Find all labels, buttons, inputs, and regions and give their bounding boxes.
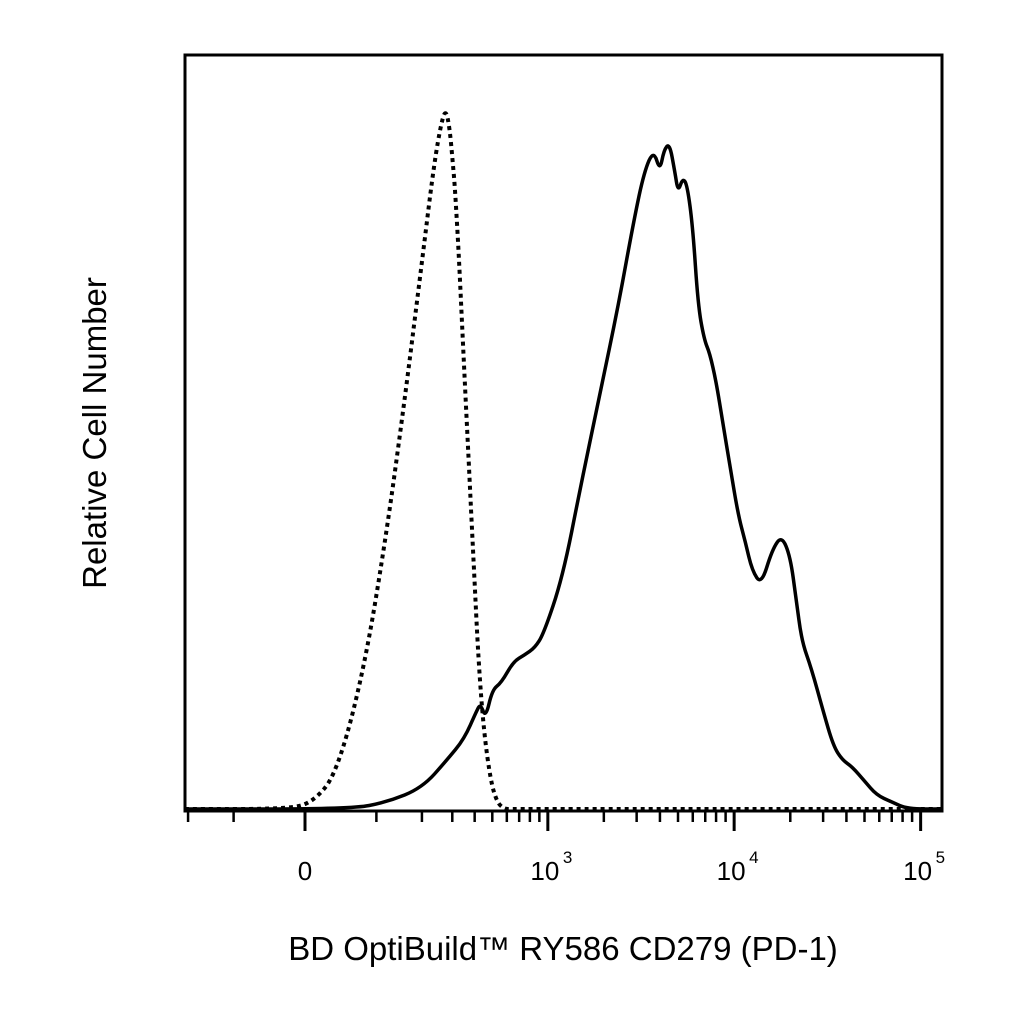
x-tick-exponent: 5 <box>936 848 945 867</box>
x-major-ticks <box>303 811 923 831</box>
x-tick-label: 0 <box>298 856 312 886</box>
x-axis-title: BD OptiBuild™ RY586 CD279 (PD-1) <box>288 930 838 967</box>
x-tick-label: 10 <box>903 856 932 886</box>
series-layer <box>185 111 942 812</box>
y-axis-title: Relative Cell Number <box>76 277 113 589</box>
x-tick-labels: 0 10 3 10 4 10 5 <box>298 848 945 886</box>
x-tick-exponent: 3 <box>563 848 572 867</box>
series-dotted-line <box>185 111 942 812</box>
x-minor-ticks <box>186 811 914 822</box>
series-solid-line <box>185 144 942 811</box>
x-tick-exponent: 4 <box>749 848 758 867</box>
x-tick-label: 10 <box>530 856 559 886</box>
x-tick-label: 10 <box>717 856 746 886</box>
plot-frame <box>183 53 944 813</box>
